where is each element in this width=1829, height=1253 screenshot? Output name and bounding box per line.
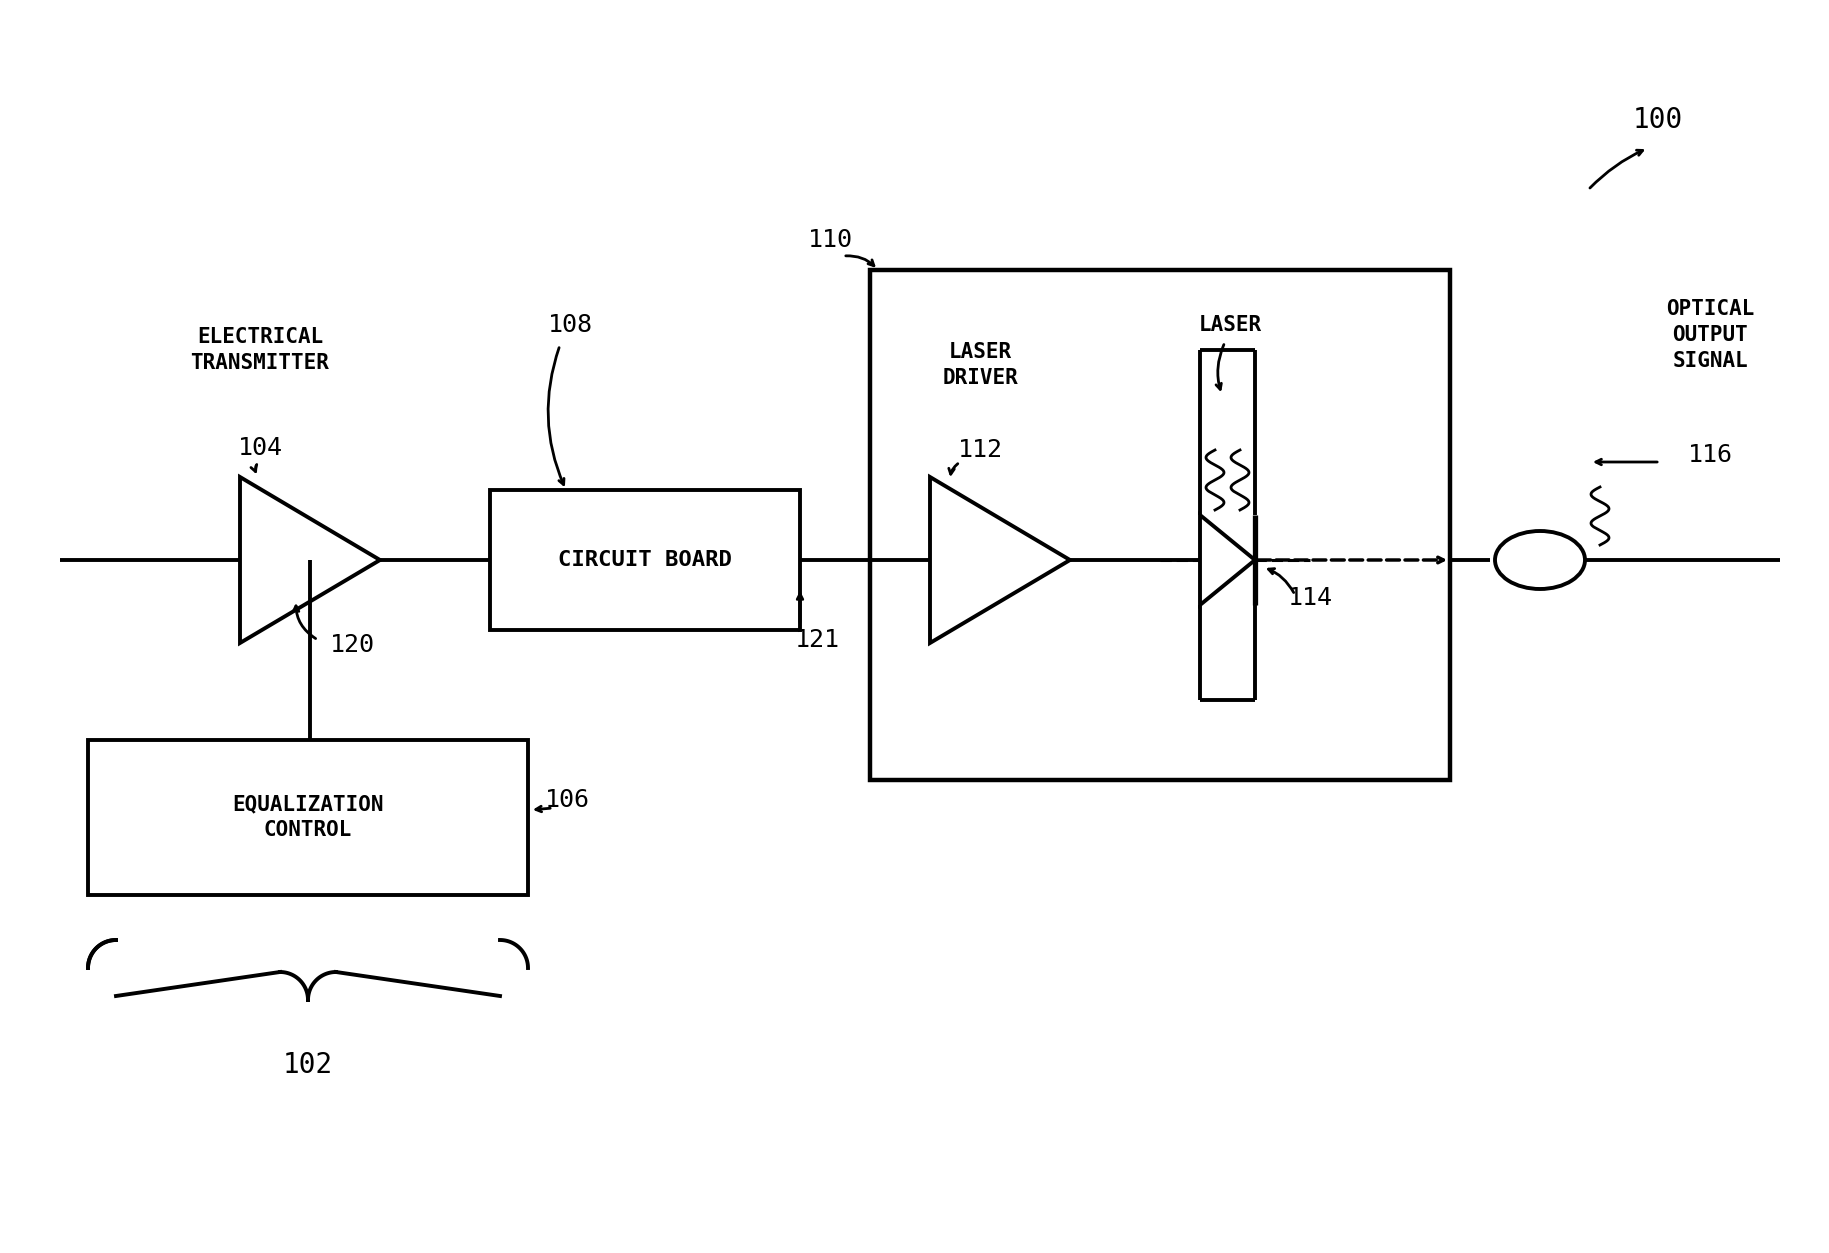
Bar — [871, 269, 1450, 781]
Text: 120: 120 — [329, 633, 375, 657]
Text: OPTICAL
OUTPUT
SIGNAL: OPTICAL OUTPUT SIGNAL — [1666, 299, 1754, 371]
Text: 114: 114 — [1288, 586, 1333, 610]
Text: LASER: LASER — [1198, 315, 1262, 335]
Text: 108: 108 — [547, 313, 593, 337]
Text: 104: 104 — [238, 436, 282, 460]
Text: 100: 100 — [1633, 107, 1683, 134]
Text: 110: 110 — [807, 228, 852, 252]
Text: LASER
DRIVER: LASER DRIVER — [942, 342, 1019, 387]
Text: 112: 112 — [958, 439, 1002, 462]
Text: CIRCUIT BOARD: CIRCUIT BOARD — [558, 550, 732, 570]
Text: ELECTRICAL
TRANSMITTER: ELECTRICAL TRANSMITTER — [190, 327, 329, 373]
Text: EQUALIZATION
CONTROL: EQUALIZATION CONTROL — [232, 794, 384, 841]
Bar — [88, 741, 529, 895]
Text: 102: 102 — [283, 1051, 333, 1079]
Text: 116: 116 — [1688, 444, 1732, 467]
Bar — [490, 490, 799, 630]
Text: 121: 121 — [796, 628, 840, 652]
Text: 106: 106 — [545, 788, 591, 812]
